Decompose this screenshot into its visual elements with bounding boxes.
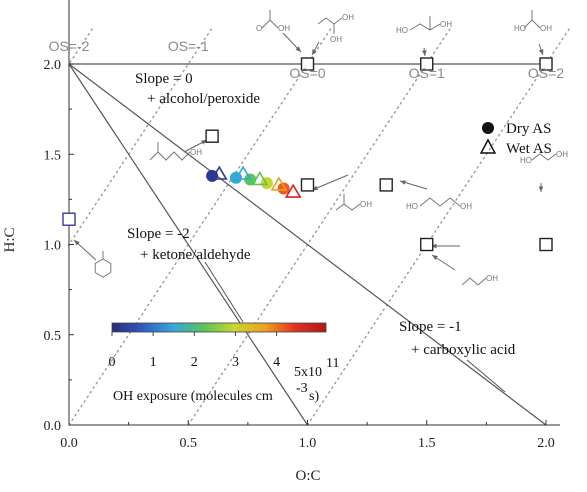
x-tick-label: 1.0 (299, 436, 317, 451)
y-tick-label: 0.0 (44, 419, 62, 434)
annotation-leader (204, 261, 244, 323)
arrow-head (431, 243, 437, 249)
atom-label: OH (190, 148, 202, 157)
atom-label: HO (514, 24, 526, 33)
colorbar-label-exponent: -3 (296, 381, 308, 396)
x-axis-label: O:C (295, 468, 320, 484)
wet-as-point (234, 165, 252, 180)
atom-label: OH (556, 150, 568, 159)
annotation-subtitle: + carboxylic acid (411, 342, 516, 358)
legend-marker-wet (479, 138, 497, 154)
wet-as-point (251, 170, 269, 186)
benzene-ring (94, 258, 112, 278)
y-tick-label: 0.5 (44, 329, 62, 344)
colorbar-scale: 5x10 (294, 365, 322, 380)
legend-label-wet: Wet AS (506, 141, 552, 157)
colorbar-tick-label: 3 (232, 355, 239, 370)
arrow-line (311, 174, 349, 191)
y-tick-label: 1.0 (44, 239, 62, 254)
wet-as-point (270, 176, 288, 191)
atom-label: OH (486, 274, 498, 283)
reference-compound (420, 57, 434, 71)
molecule-bond (149, 151, 191, 161)
molecule-bond (409, 23, 441, 31)
colorbar-tick-label: 1 (150, 355, 157, 370)
os-label: OS=-2 (49, 38, 90, 54)
arrow-head (538, 186, 544, 192)
os-label: OS=0 (289, 65, 325, 81)
reference-compound (205, 129, 219, 143)
wet-as-point (284, 183, 302, 198)
annotation-subtitle: + ketone/aldehyde (140, 247, 251, 263)
annotation-title: Slope = -1 (399, 319, 462, 335)
os-line (187, 27, 452, 426)
legend-marker-dry (482, 122, 494, 134)
atom-label: OH (540, 24, 552, 33)
y-axis-label: H:C (2, 227, 18, 252)
x-tick-label: 2.0 (537, 436, 555, 451)
atom-label: HO (396, 26, 408, 35)
molecule-bond (419, 197, 461, 207)
atom-label: HO (520, 156, 532, 165)
reference-compound (300, 57, 315, 71)
reference-compound (539, 57, 553, 71)
os-line (0, 27, 213, 351)
molecule-bond (317, 17, 343, 25)
slope-line (68, 63, 547, 426)
atom-label: OH (278, 24, 290, 33)
reference-compound (62, 212, 76, 226)
colorbar (111, 322, 327, 333)
atom-label: OH (330, 35, 342, 44)
colorbar-tick-label: 2 (191, 355, 198, 370)
arrow-head (295, 46, 301, 52)
annotation-title: Slope = -2 (127, 226, 190, 242)
atom-label: HO (406, 202, 418, 211)
x-tick-label: 0.5 (180, 436, 198, 451)
arrow-head (400, 180, 406, 185)
molecule-bond (335, 203, 361, 211)
mask-bottom (0, 426, 587, 492)
molecule-bond (523, 19, 541, 29)
atom-label: OH (460, 202, 472, 211)
arrow-head (74, 240, 80, 246)
annotation-leader (466, 359, 506, 393)
colorbar-tick-label: 0 (109, 355, 116, 370)
atom-label: OH (360, 200, 372, 209)
colorbar-tick-label: 4 (273, 355, 280, 370)
x-tick-label: 1.5 (418, 436, 436, 451)
y-tick-label: 2.0 (44, 58, 62, 73)
y-tick-label: 1.5 (44, 148, 62, 163)
dry-as-point (277, 182, 290, 195)
os-label: OS=-1 (168, 38, 209, 54)
reference-compound (379, 178, 393, 192)
colorbar-label: OH exposure (molecules cm (113, 389, 273, 404)
colorbar-scale-exponent: 11 (326, 356, 339, 371)
os-line (306, 27, 571, 426)
reference-compound (420, 237, 434, 252)
arrow-head (312, 49, 317, 55)
molecule-bond (261, 19, 279, 29)
colorbar-label-tail: s) (309, 389, 319, 404)
arrow-head (421, 50, 427, 56)
molecule-bond (531, 153, 557, 161)
legend-label-dry: Dry AS (506, 121, 551, 137)
arrow-head (432, 255, 438, 260)
annotation-title: Slope = 0 (135, 71, 193, 87)
arrow-head (538, 49, 544, 55)
os-line (68, 27, 333, 426)
molecule-bond (461, 277, 487, 286)
os-label: OS=2 (528, 65, 564, 81)
atom-label: OH (342, 13, 354, 22)
reference-compound (300, 178, 315, 192)
atom-label: OH (440, 20, 452, 29)
atom-label: O (256, 24, 262, 33)
wet-as-point (210, 165, 228, 180)
slope-line (68, 63, 309, 426)
x-tick-label: 0.0 (60, 436, 78, 451)
mask-left (0, 0, 68, 492)
reference-compound (539, 237, 553, 252)
os-label: OS=1 (409, 65, 445, 81)
annotation-subtitle: + alcohol/peroxide (147, 91, 260, 107)
